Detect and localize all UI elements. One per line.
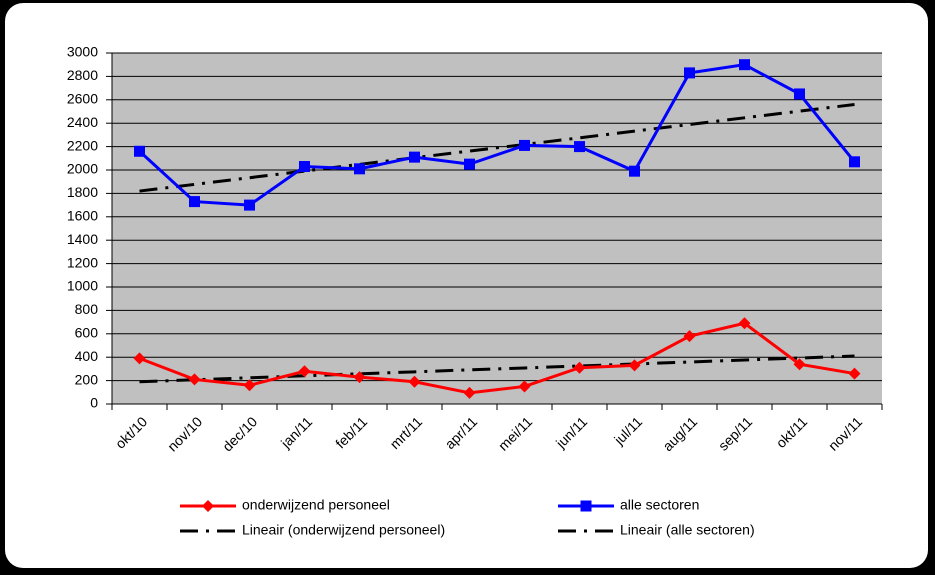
y-tick-label: 2400 bbox=[67, 114, 98, 130]
data-point bbox=[573, 361, 586, 374]
legend-label: Lineair (onderwijzend personeel) bbox=[242, 522, 445, 538]
data-point bbox=[684, 67, 695, 79]
y-tick-label: 200 bbox=[75, 371, 99, 387]
y-tick-label: 0 bbox=[90, 395, 98, 411]
y-tick-label: 3000 bbox=[67, 44, 98, 60]
data-point bbox=[354, 163, 365, 175]
data-point bbox=[574, 141, 585, 153]
data-point bbox=[409, 151, 420, 163]
y-tick-label: 1800 bbox=[67, 184, 98, 200]
y-tick-label: 1400 bbox=[67, 231, 98, 247]
trend-line bbox=[139, 354, 855, 384]
y-tick-label: 1000 bbox=[67, 278, 98, 294]
data-line bbox=[138, 63, 856, 207]
data-point bbox=[849, 156, 860, 168]
data-point bbox=[189, 196, 200, 208]
data-point bbox=[299, 160, 310, 172]
y-tick-label: 400 bbox=[75, 348, 99, 364]
data-point bbox=[243, 379, 256, 392]
legend-label: alle sectoren bbox=[620, 497, 699, 513]
y-tick-label: 2200 bbox=[67, 137, 98, 153]
data-point bbox=[298, 365, 311, 378]
data-point bbox=[738, 317, 751, 330]
y-tick-label: 2600 bbox=[67, 91, 98, 107]
data-point bbox=[408, 375, 421, 388]
data-point bbox=[739, 59, 750, 71]
data-point bbox=[848, 367, 861, 380]
trend-line bbox=[139, 102, 855, 193]
data-point bbox=[188, 373, 201, 386]
data-point bbox=[628, 359, 641, 372]
legend-label: onderwijzend personeel bbox=[242, 497, 390, 513]
data-point bbox=[244, 199, 255, 211]
legend-marker bbox=[580, 500, 592, 512]
data-line bbox=[138, 321, 855, 395]
y-tick-label: 2000 bbox=[67, 161, 98, 177]
data-point bbox=[464, 158, 475, 170]
data-point bbox=[353, 371, 366, 384]
data-point bbox=[683, 330, 696, 343]
legend-marker bbox=[202, 500, 214, 512]
y-tick-label: 1600 bbox=[67, 208, 98, 224]
y-tick-label: 1200 bbox=[67, 254, 98, 270]
data-point bbox=[463, 386, 476, 399]
data-point bbox=[518, 380, 531, 393]
data-point bbox=[134, 145, 145, 157]
data-point bbox=[133, 352, 146, 365]
data-point bbox=[794, 88, 805, 100]
y-tick-label: 2800 bbox=[67, 67, 98, 83]
plot-area bbox=[112, 53, 882, 404]
y-tick-label: 800 bbox=[75, 301, 99, 317]
data-point bbox=[793, 358, 806, 371]
y-tick-label: 600 bbox=[75, 325, 99, 341]
legend-label: Lineair (alle sectoren) bbox=[620, 522, 755, 538]
data-point bbox=[519, 139, 530, 151]
data-point bbox=[629, 165, 640, 177]
